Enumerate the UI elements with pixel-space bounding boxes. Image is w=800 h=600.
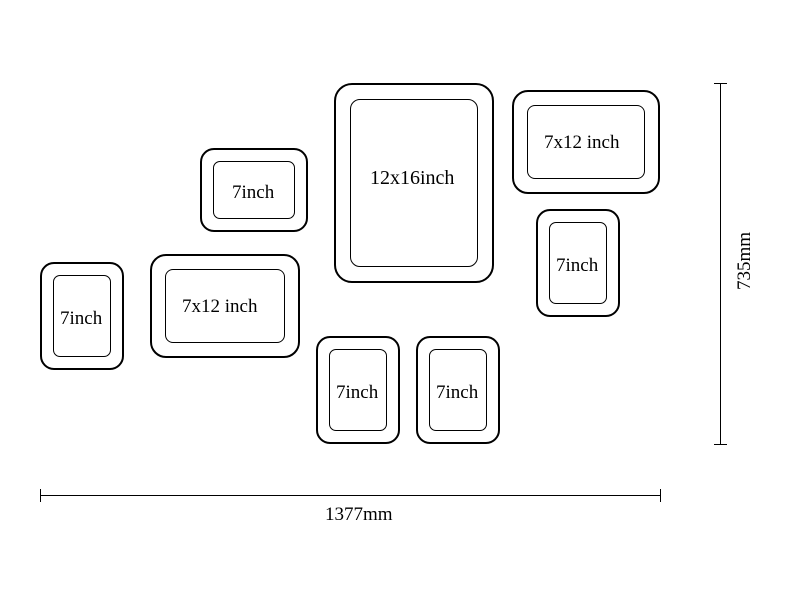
frame-12x16: 12x16inch (334, 83, 494, 283)
height-dim-label: 735mm (734, 226, 756, 296)
frame-7-right: 7inch (536, 209, 620, 317)
frame-7-top-left-label: 7inch (232, 182, 274, 204)
height-dim-line (720, 83, 721, 444)
frame-7-bottom-right-label: 7inch (436, 382, 478, 404)
frame-7-top-left: 7inch (200, 148, 308, 232)
frame-7-bottom-right: 7inch (416, 336, 500, 444)
frame-7-bottom-left-label: 7inch (336, 382, 378, 404)
frame-7x12-mid-label: 7x12 inch (182, 296, 257, 318)
width-dim-line (40, 495, 660, 496)
frame-7-right-label: 7inch (556, 255, 598, 277)
frame-12x16-label: 12x16inch (370, 167, 454, 190)
width-dim-label: 1377mm (325, 504, 393, 526)
height-dim-tick-top (714, 83, 727, 84)
width-dim-tick-left (40, 489, 41, 502)
diagram-canvas: 12x16inch 7x12 inch 7inch 7inch 7x12 inch 7in… (0, 0, 800, 600)
height-dim-tick-bottom (714, 444, 727, 445)
width-dim-tick-right (660, 489, 661, 502)
frame-7-bottom-left: 7inch (316, 336, 400, 444)
frame-7x12-mid: 7x12 inch (150, 254, 300, 358)
frame-7-left-label: 7inch (60, 308, 102, 330)
frame-7x12-top-right-label: 7x12 inch (544, 132, 619, 154)
frame-7-left: 7inch (40, 262, 124, 370)
frame-7x12-top-right: 7x12 inch (512, 90, 660, 194)
